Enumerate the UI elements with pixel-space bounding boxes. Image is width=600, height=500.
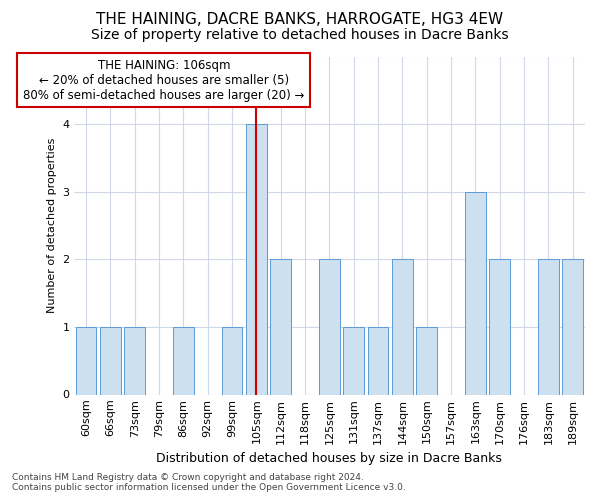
Bar <box>490 260 510 394</box>
Bar <box>368 327 388 394</box>
Bar <box>100 327 121 394</box>
Bar <box>124 327 145 394</box>
Text: Contains HM Land Registry data © Crown copyright and database right 2024.
Contai: Contains HM Land Registry data © Crown c… <box>12 473 406 492</box>
Bar <box>465 192 486 394</box>
Text: Size of property relative to detached houses in Dacre Banks: Size of property relative to detached ho… <box>91 28 509 42</box>
Bar <box>392 260 413 394</box>
Y-axis label: Number of detached properties: Number of detached properties <box>47 138 57 313</box>
Bar <box>221 327 242 394</box>
Bar <box>271 260 291 394</box>
Bar <box>319 260 340 394</box>
X-axis label: Distribution of detached houses by size in Dacre Banks: Distribution of detached houses by size … <box>157 452 502 465</box>
Bar <box>173 327 194 394</box>
Bar <box>246 124 266 394</box>
Bar <box>562 260 583 394</box>
Bar <box>416 327 437 394</box>
Bar <box>343 327 364 394</box>
Text: THE HAINING, DACRE BANKS, HARROGATE, HG3 4EW: THE HAINING, DACRE BANKS, HARROGATE, HG3… <box>97 12 503 28</box>
Bar <box>76 327 96 394</box>
Bar <box>538 260 559 394</box>
Text: THE HAINING: 106sqm
← 20% of detached houses are smaller (5)
80% of semi-detache: THE HAINING: 106sqm ← 20% of detached ho… <box>23 58 305 102</box>
